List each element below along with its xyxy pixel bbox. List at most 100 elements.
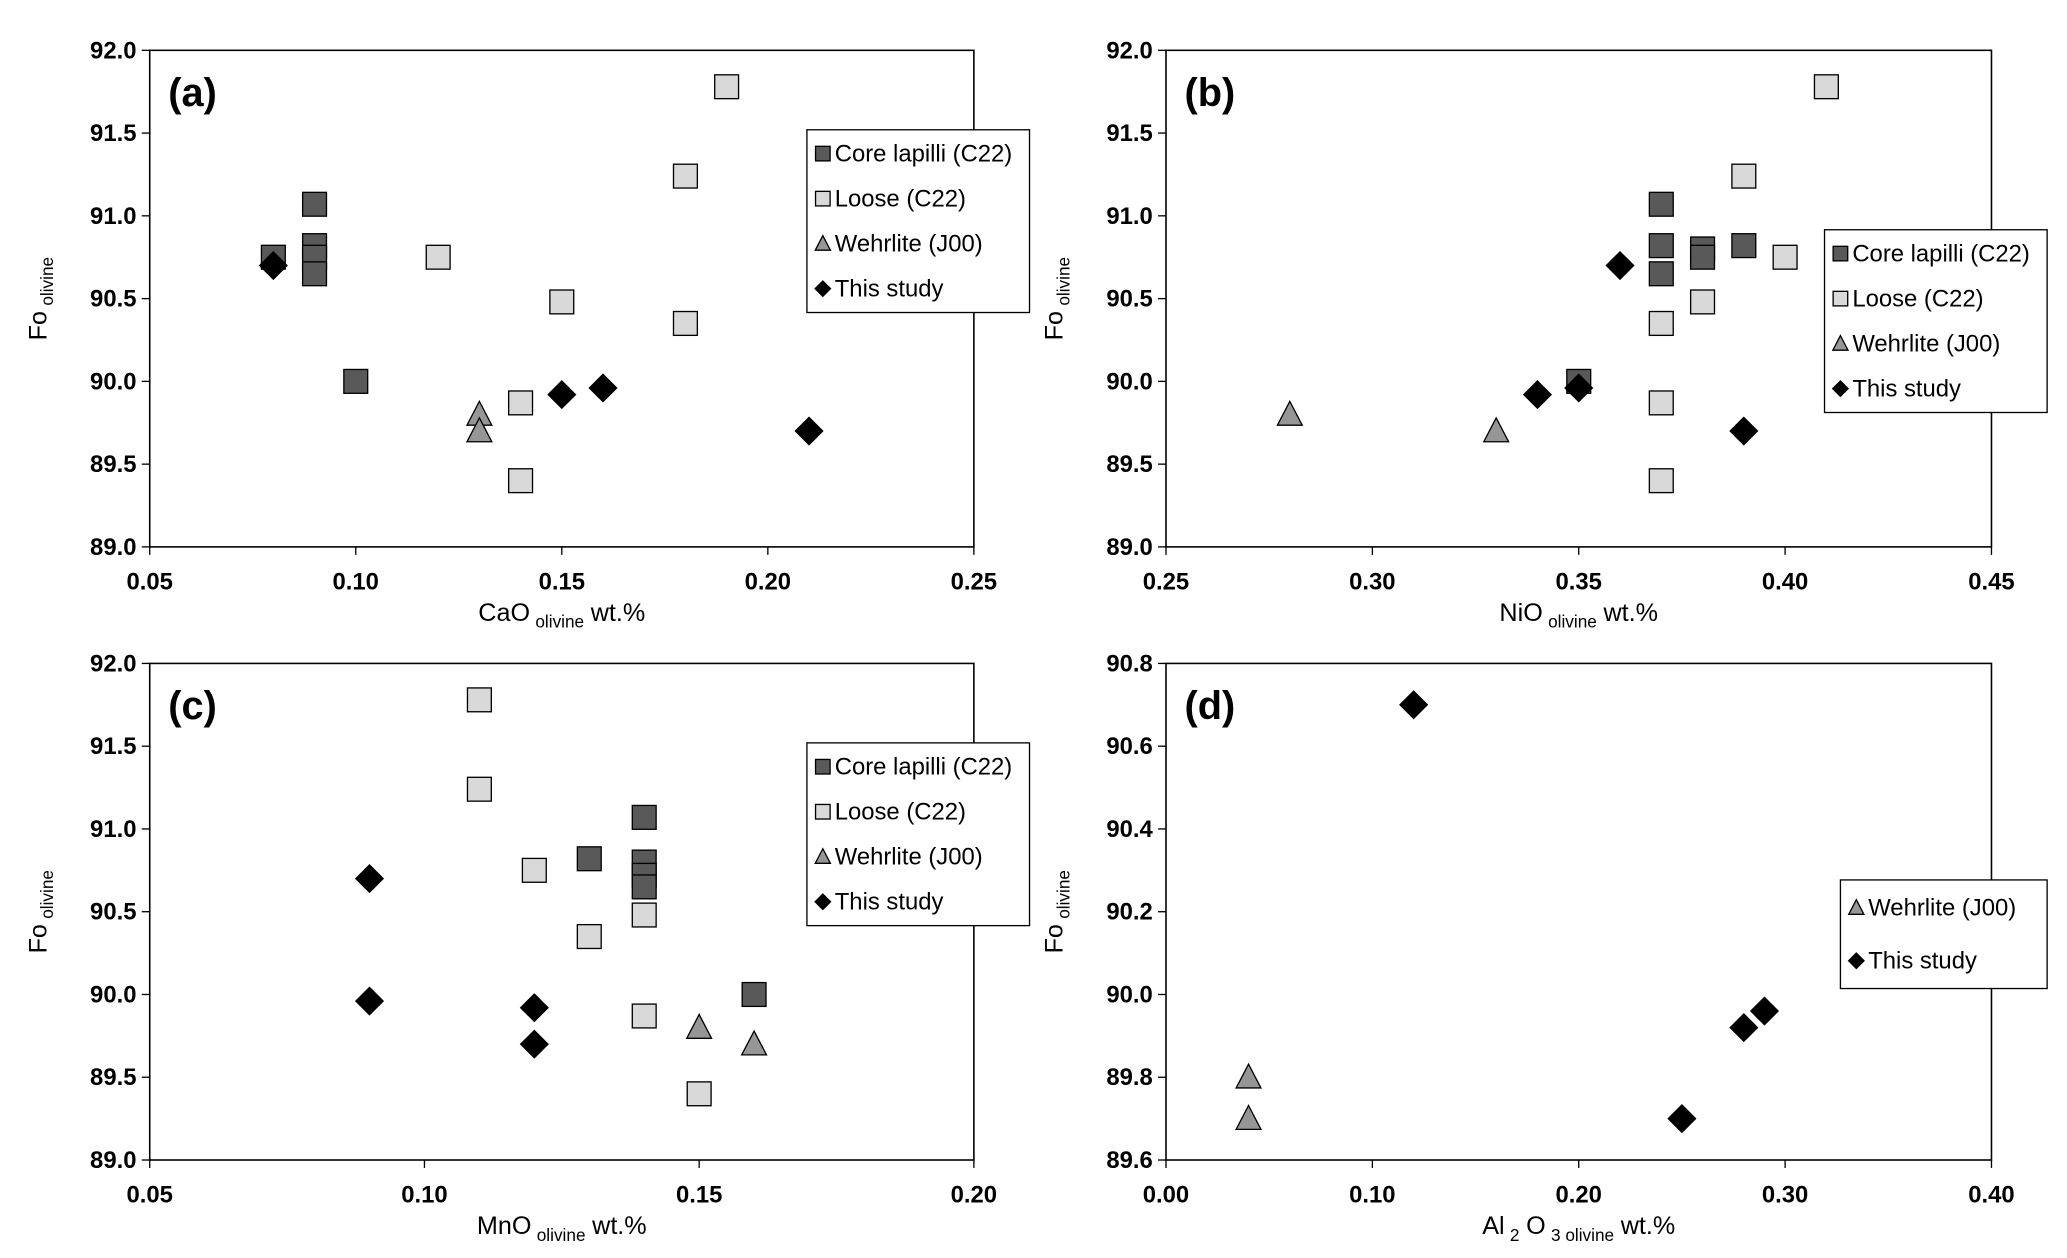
triangle-marker [685,1013,713,1039]
x-tick-label: 0.05 [127,568,173,595]
label-text: Fo [24,311,52,340]
x-tick-label: 0.30 [1349,568,1395,595]
panel: 89.6 89.8 90.0 90.2 90.4 90.6 90.8 0.00 0.10 0.20… [1041,650,2048,1245]
square-marker [1813,74,1839,100]
y-tick-label: 92.0 [90,650,136,677]
legend-label: Core lapilli (C22) [835,754,1013,781]
y-tick-label: 89.5 [90,451,136,478]
legend-label: This study [835,889,944,916]
y-tick-label: 90.5 [1106,286,1152,313]
diamond-marker [354,986,385,1016]
square-marker [814,803,831,820]
square-marker [1689,289,1716,315]
y-tick-label: 90.8 [1106,650,1152,677]
label-subscript: olivine [1053,870,1073,919]
square-marker [508,390,534,416]
label-subscript: olivine [537,1225,586,1245]
square-marker [549,289,575,315]
diamond-marker [1522,380,1553,410]
label-subscript: olivine [1053,257,1073,306]
x-tick-label: 0.00 [1143,1181,1189,1208]
triangle-marker [814,847,832,864]
x-axis-label: NiO olivine wt.% [1499,599,1658,632]
diamond-marker [258,250,288,281]
y-tick-label: 91.5 [90,733,136,760]
square-marker [672,163,699,189]
y-tick-label: 90.0 [90,981,136,1008]
diamond-marker [1667,1104,1697,1134]
triangle-marker [740,1029,768,1056]
label-text: CaO [478,599,530,627]
x-tick-label: 0.10 [1349,1181,1395,1208]
square-marker [1772,244,1798,270]
diamond-marker [1749,996,1780,1026]
diamond-marker [1729,416,1759,446]
label-subscript: olivine [37,870,57,919]
legend-label: Core lapilli (C22) [835,141,1013,168]
diamond-marker [519,993,549,1023]
y-tick-label: 90.4 [1106,816,1153,843]
label-text: Al [1482,1212,1504,1240]
diamond-marker [354,864,385,894]
legend-box [806,129,1031,314]
square-marker [631,804,657,830]
label-text: NiO [1499,599,1542,627]
legend-box [806,742,1031,927]
legend-box [1839,879,2048,990]
label-text: Fo [1041,924,1069,953]
square-marker [1648,390,1674,416]
square-marker [1731,233,1757,259]
legend: Core lapilli (C22) Loose (C22) Wehrlite (J… [1823,229,2048,414]
label-subscript: olivine [535,612,584,632]
square-marker [466,776,492,802]
square-marker [425,244,451,270]
square-marker [1648,233,1674,259]
panel: 89.0 89.5 90.0 90.5 91.0 91.5 92.0 0.25 0.30 0.35… [1041,37,2048,632]
diamond-marker [814,280,832,298]
square-marker [714,74,740,100]
square-marker [576,923,602,950]
label-subscript: 2 [1510,1225,1520,1245]
x-tick-label: 0.20 [745,568,791,595]
y-tick-label: 90.5 [90,899,136,926]
legend-label: Wehrlite (J00) [1852,331,2000,358]
square-marker [631,874,657,900]
x-tick-label: 0.05 [127,1181,173,1208]
square-marker [741,981,767,1008]
y-tick-label: 89.8 [1106,1064,1152,1091]
x-tick-label: 0.45 [1968,568,2014,595]
diamond-marker [1399,690,1429,720]
panel-label: (b) [1185,71,1236,115]
x-tick-label: 0.15 [539,568,585,595]
legend-label: Loose (C22) [835,186,966,213]
x-tick-label: 0.25 [1143,568,1189,595]
panel-label: (a) [168,71,217,115]
square-marker [1689,244,1716,270]
y-tick-label: 90.6 [1106,733,1152,760]
y-tick-label: 89.5 [1106,451,1152,478]
y-tick-label: 90.2 [1106,899,1152,926]
label-text: wt.% [1603,599,1659,627]
y-tick-label: 89.0 [90,534,136,561]
y-tick-label: 91.0 [90,816,136,843]
triangle-marker [1235,1104,1263,1131]
panel: 89.0 89.5 90.0 90.5 91.0 91.5 92.0 0.05 0.10 0.15… [24,37,1031,632]
x-tick-label: 0.10 [401,1181,447,1208]
panel-label: (d) [1185,684,1236,728]
y-tick-label: 90.5 [90,286,136,313]
x-tick-label: 0.30 [1762,1181,1808,1208]
x-tick-label: 0.35 [1556,568,1602,595]
legend-box [1823,229,2048,414]
y-axis-label: Fo olivine [24,257,57,340]
y-tick-label: 89.6 [1106,1147,1152,1174]
triangle-marker [814,234,832,251]
y-tick-label: 92.0 [90,37,136,64]
square-marker [672,310,699,337]
triangle-marker [1235,1062,1263,1089]
square-marker [576,846,602,872]
y-tick-label: 90.0 [90,368,136,395]
square-marker [1832,245,1849,262]
label-text: O [1526,1212,1546,1240]
y-tick-label: 89.0 [1106,534,1152,561]
